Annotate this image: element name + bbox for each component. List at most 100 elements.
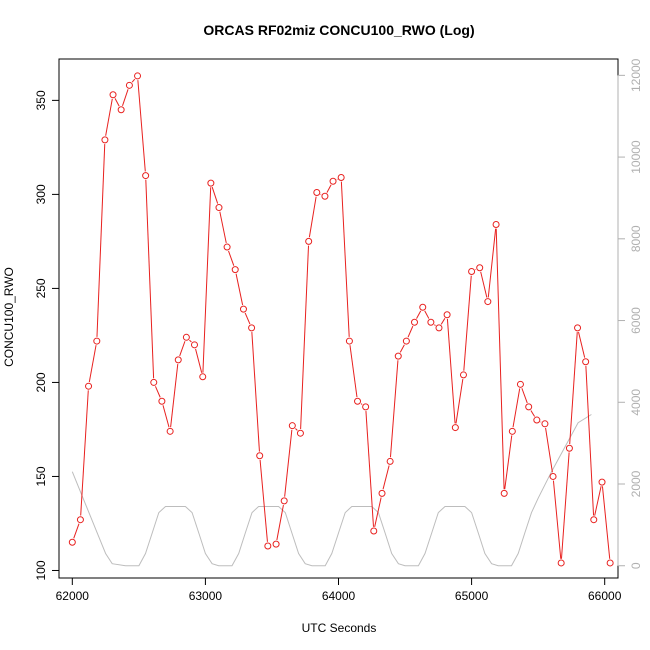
series-segment <box>365 411 374 527</box>
y-tick-label: 250 <box>34 278 48 298</box>
data-point <box>459 371 467 379</box>
y2-tick-label: 6000 <box>629 307 643 334</box>
series-segment <box>480 271 488 298</box>
series-segment <box>578 331 586 358</box>
data-point <box>117 106 125 114</box>
data-point <box>256 452 264 460</box>
series-segment <box>463 275 472 371</box>
data-point <box>427 318 435 326</box>
data-point <box>492 220 500 228</box>
series-segment <box>73 523 80 539</box>
data-point <box>272 540 280 548</box>
series-segment <box>545 427 553 473</box>
series-segment <box>326 184 332 193</box>
data-point <box>484 298 492 306</box>
series-segment <box>424 310 430 319</box>
x-tick-label: 64000 <box>322 589 356 603</box>
series-segment <box>202 187 212 373</box>
series-segment <box>389 360 399 458</box>
x-tick-label: 66000 <box>588 589 622 603</box>
series-segment <box>340 181 350 337</box>
data-point <box>337 173 345 181</box>
data-point <box>93 337 101 345</box>
series-segment <box>195 348 203 373</box>
data-point <box>264 542 272 550</box>
series-segment <box>235 273 244 306</box>
series-segment <box>259 459 268 542</box>
y2-tick-label: 4000 <box>629 389 643 416</box>
data-point <box>109 91 117 99</box>
series-segment <box>154 386 161 398</box>
series-segment <box>122 89 129 106</box>
series-line-secondary <box>71 414 592 567</box>
data-point <box>248 324 256 332</box>
data-point <box>125 81 133 89</box>
series-segment <box>170 363 179 428</box>
data-point <box>443 311 451 319</box>
series-segment <box>219 211 227 244</box>
data-point <box>85 382 93 390</box>
data-point <box>329 177 337 185</box>
x-tick-label: 63000 <box>189 589 223 603</box>
data-point <box>68 538 76 546</box>
y-axis-label: CONCU100_RWO <box>2 267 16 367</box>
series-segment <box>300 245 310 430</box>
series-segment <box>162 405 170 428</box>
data-point <box>231 266 239 274</box>
y2-tick-label: 2000 <box>629 470 643 497</box>
data-point <box>435 324 443 332</box>
data-point <box>207 179 215 187</box>
x-tick-label: 65000 <box>455 589 489 603</box>
x-axis-label: UTC Seconds <box>302 621 377 635</box>
series-segment <box>308 196 317 238</box>
data-point <box>199 373 207 381</box>
series-segment <box>594 486 602 516</box>
data-point <box>182 333 190 341</box>
data-point <box>549 472 557 480</box>
series-segment <box>88 345 97 383</box>
data-point <box>557 559 565 567</box>
data-point <box>190 341 198 349</box>
series-segment <box>446 318 456 424</box>
data-point <box>362 403 370 411</box>
series-segment <box>569 332 578 445</box>
series-segment <box>601 486 611 559</box>
series-segment <box>440 318 446 325</box>
series-segment <box>105 98 113 136</box>
data-point <box>158 397 166 405</box>
data-point <box>166 427 174 435</box>
data-point <box>508 427 516 435</box>
series-segment <box>251 332 260 452</box>
data-point <box>296 429 304 437</box>
y-tick-label: 150 <box>34 466 48 486</box>
data-point <box>313 189 321 197</box>
series-segment <box>487 228 497 298</box>
series-segment <box>228 250 235 266</box>
series-segment <box>504 435 513 490</box>
series-segment <box>521 388 528 404</box>
series-segment <box>189 339 192 343</box>
data-point <box>516 380 524 388</box>
data-point <box>541 420 549 428</box>
data-point <box>150 378 158 386</box>
y2-tick-label: 8000 <box>629 225 643 252</box>
data-point <box>134 72 142 80</box>
series-segment <box>96 144 106 337</box>
series-segment <box>244 312 251 325</box>
y-tick-label: 300 <box>34 184 48 204</box>
data-point <box>565 444 573 452</box>
data-point <box>582 358 590 366</box>
series-segment <box>552 480 562 559</box>
series-segment <box>407 325 414 338</box>
data-point <box>606 559 614 567</box>
data-point <box>215 204 223 212</box>
series-segment <box>284 429 293 497</box>
data-point <box>598 478 606 486</box>
series-segment <box>360 403 363 405</box>
data-point <box>305 237 313 245</box>
data-point <box>394 352 402 360</box>
chart-title: ORCAS RF02miz CONCU100_RWO (Log) <box>203 22 474 38</box>
y-tick-label: 200 <box>34 372 48 392</box>
data-point <box>239 305 247 313</box>
